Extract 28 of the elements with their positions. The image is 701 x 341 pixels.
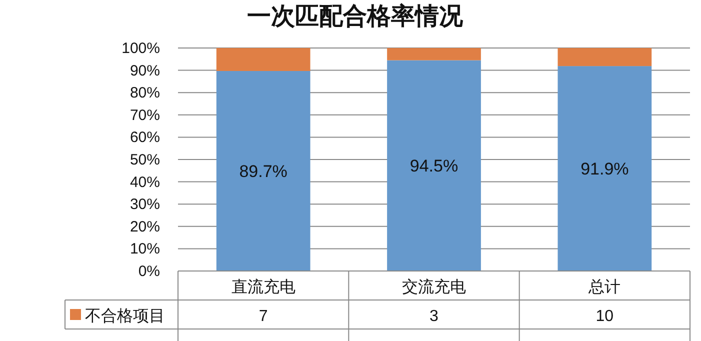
legend-label: 不合格项目 [85,307,165,325]
y-tick-label: 20% [130,218,160,236]
data-label: 89.7% [239,162,288,181]
chart-title: 一次匹配合格率情况 [247,1,464,30]
y-tick-label: 40% [130,174,160,191]
bar [216,70,310,271]
y-tick-label: 70% [130,106,160,124]
x-tick-label: 交流充电 [402,278,466,296]
y-tick-label: 80% [130,84,160,102]
data-label: 94.5% [410,156,458,176]
y-tick-label: 60% [130,129,160,146]
y-tick-label: 100% [122,40,160,57]
bar [387,48,481,60]
text: 10 [596,308,614,325]
data-label: 91.9% [580,160,629,179]
y-tick-label: 0% [138,263,160,280]
bar [558,66,652,271]
x-tick-label: 直流充电 [231,278,296,296]
bar [387,60,481,271]
y-tick-label: 50% [130,152,160,168]
text: 3 [430,308,439,325]
y-tick-label: 10% [130,240,160,258]
y-tick-label: 30% [130,196,160,214]
bar [216,48,310,71]
x-tick-label: 总计 [588,278,621,296]
bar [558,48,652,66]
y-tick-label: 90% [130,62,160,80]
text: 7 [258,308,268,325]
